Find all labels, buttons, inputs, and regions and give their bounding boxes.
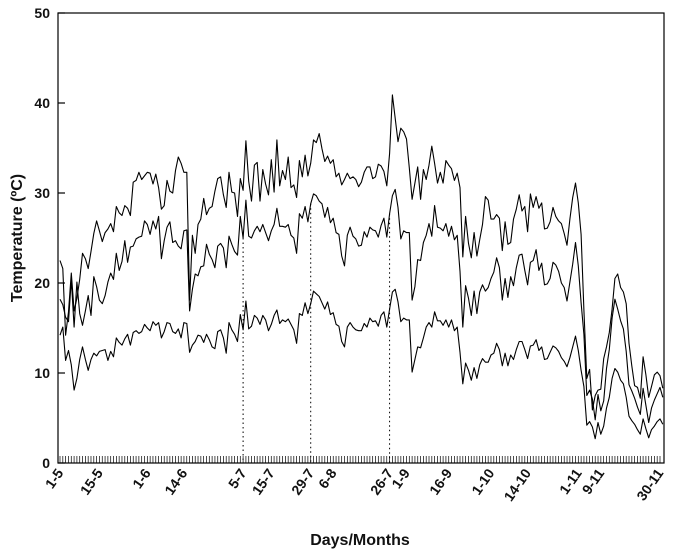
- x-tick-label-14-6: 14-6: [161, 465, 190, 497]
- series-group: [59, 94, 664, 440]
- y-tick-label-50: 50: [34, 5, 50, 21]
- y-tick-label-30: 30: [34, 185, 50, 201]
- y-tick-label-40: 40: [34, 95, 50, 111]
- vertical-markers: [242, 203, 391, 463]
- x-tick-label-30-11: 30-11: [633, 465, 666, 503]
- x-tick-label-16-9: 16-9: [426, 465, 455, 497]
- x-tick-label-1-11: 1-11: [556, 465, 585, 497]
- plot-frame: [57, 12, 665, 464]
- y-tick-label-10: 10: [34, 365, 50, 381]
- y-axis-title: Temperature (ºC): [9, 174, 26, 302]
- series-line-1: [59, 94, 664, 411]
- series-line-2: [59, 188, 664, 424]
- x-tick-label-9-11: 9-11: [579, 465, 608, 497]
- y-tick-label-0: 0: [42, 455, 50, 471]
- x-tick-label-15-5: 15-5: [77, 465, 106, 497]
- y-axis: 0 10 20 30 40 50: [34, 5, 65, 471]
- x-tick-label-1-9: 1-9: [388, 465, 413, 491]
- y-tick-label-20: 20: [34, 275, 50, 291]
- x-tick-label-5-7: 5-7: [225, 465, 250, 491]
- x-tick-label-15-7: 15-7: [249, 465, 278, 497]
- series-line-3: [59, 288, 664, 440]
- x-tick-label-1-6: 1-6: [129, 465, 154, 491]
- x-tick-label-6-8: 6-8: [315, 465, 340, 491]
- x-axis-title: Days/Months: [310, 532, 410, 549]
- x-tick-label-14-10: 14-10: [500, 465, 534, 504]
- x-tick-label-29-7: 29-7: [288, 465, 317, 497]
- x-tick-label-1-10: 1-10: [468, 465, 497, 497]
